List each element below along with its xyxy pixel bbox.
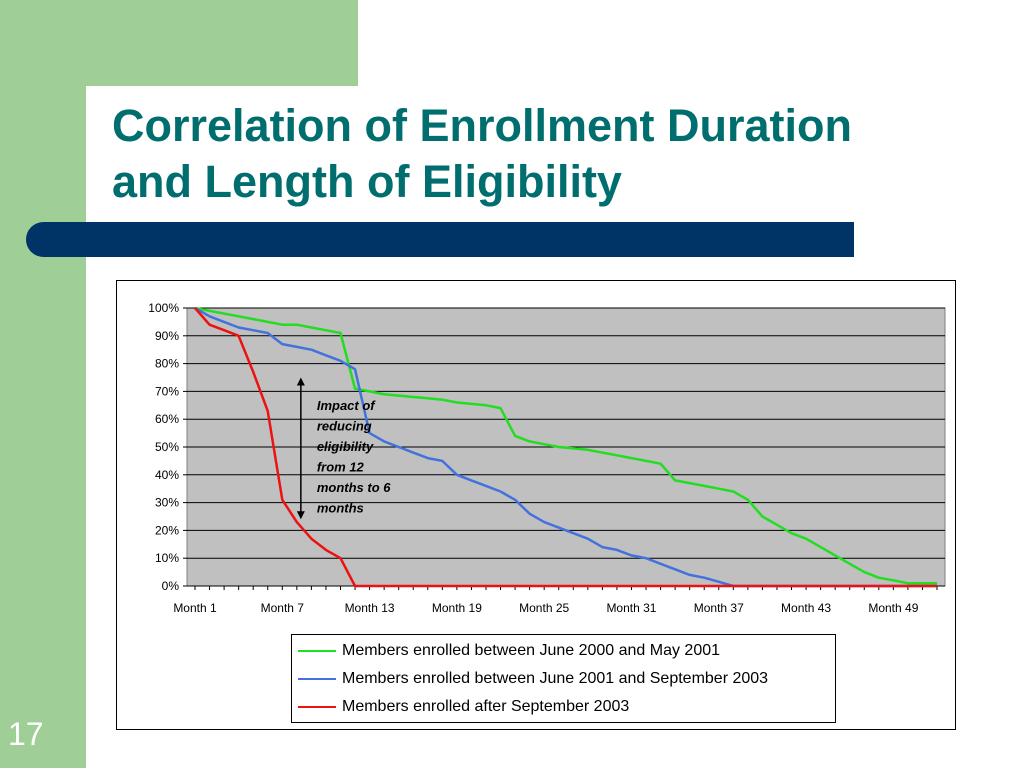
x-tick-label: Month 13 xyxy=(345,601,395,615)
annotation-text-line: months to 6 xyxy=(317,480,391,495)
y-tick-label: 50% xyxy=(155,440,179,454)
x-tick-label: Month 31 xyxy=(606,601,656,615)
x-tick-label: Month 37 xyxy=(694,601,744,615)
x-tick-label: Month 1 xyxy=(173,601,217,615)
green-accent-bar xyxy=(0,0,86,768)
y-tick-label: 40% xyxy=(155,468,179,482)
title-line-1: Correlation of Enrollment Duration xyxy=(112,100,853,151)
legend-swatch-2 xyxy=(298,678,336,680)
line-chart: 0% 10% 20% 30% 40% 50% 60% 70% 80% 90% 100% Month 1… xyxy=(148,301,946,615)
chart-legend: Members enrolled between June 2000 and M… xyxy=(291,634,836,723)
legend-swatch-3 xyxy=(298,706,336,708)
slide-title: Correlation of Enrollment Duration and L… xyxy=(112,98,992,210)
annotation-text-line: reducing xyxy=(317,419,372,434)
y-tick-label: 100% xyxy=(148,301,179,315)
y-tick-label: 10% xyxy=(155,551,179,565)
legend-item-2: Members enrolled between June 2001 and S… xyxy=(298,666,768,692)
annotation-text-line: months xyxy=(317,501,364,516)
legend-item-3: Members enrolled after September 2003 xyxy=(298,694,629,720)
green-top-block xyxy=(86,0,358,86)
y-tick-label: 80% xyxy=(155,357,179,371)
legend-label-3: Members enrolled after September 2003 xyxy=(342,698,630,715)
title-underline-bar xyxy=(26,222,854,257)
title-line-2: and Length of Eligibility xyxy=(112,156,622,207)
y-tick-label: 90% xyxy=(155,329,179,343)
annotation-text-line: Impact of xyxy=(317,398,376,413)
annotation-arrowhead-up xyxy=(296,377,305,386)
legend-item-1: Members enrolled between June 2000 and M… xyxy=(298,638,720,664)
x-tick-label: Month 43 xyxy=(781,601,831,615)
annotation-text-line: from 12 xyxy=(317,460,365,475)
annotation-arrowhead-down xyxy=(296,511,305,520)
legend-swatch-1 xyxy=(298,650,336,652)
y-tick-label: 20% xyxy=(155,523,179,537)
x-tick-label: Month 25 xyxy=(519,601,569,615)
series-line-3 xyxy=(194,307,937,588)
legend-label-2: Members enrolled between June 2001 and S… xyxy=(342,670,769,687)
y-tick-label: 0% xyxy=(162,579,180,593)
x-tick-label: Month 49 xyxy=(868,601,918,615)
y-tick-label: 30% xyxy=(155,496,179,510)
annotation-text-line: eligibility xyxy=(317,439,374,454)
series-line-1 xyxy=(194,306,937,585)
slide-number: 17 xyxy=(8,716,44,752)
legend-label-1: Members enrolled between June 2000 and M… xyxy=(342,642,721,659)
x-tick-label: Month 7 xyxy=(261,601,305,615)
decorative-corner xyxy=(86,86,166,166)
chart-container: 0% 10% 20% 30% 40% 50% 60% 70% 80% 90% 100% Month 1… xyxy=(116,280,956,730)
y-tick-label: 70% xyxy=(155,384,179,398)
x-tick-label: Month 19 xyxy=(432,601,482,615)
y-tick-label: 60% xyxy=(155,412,179,426)
